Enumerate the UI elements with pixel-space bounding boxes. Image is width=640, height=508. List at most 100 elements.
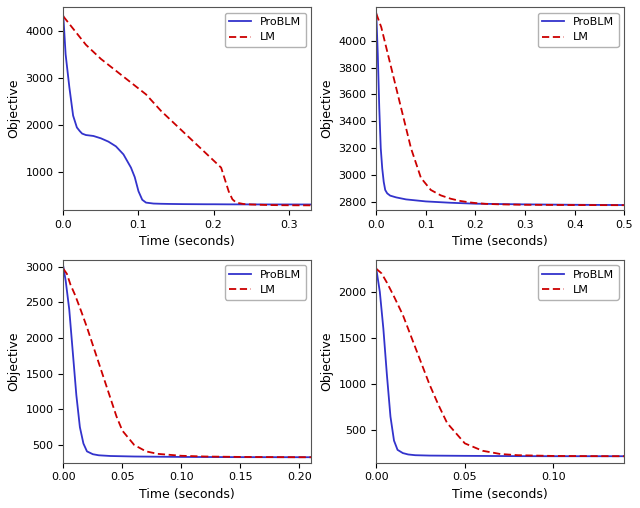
ProBLM	[380, 179, 388, 185]
LM	[387, 65, 395, 71]
ProBLM	[195, 201, 202, 207]
LM	[399, 312, 406, 318]
LM	[97, 56, 105, 62]
ProBLM	[447, 200, 454, 206]
ProBLM	[383, 372, 391, 378]
LM	[472, 200, 479, 206]
LM	[272, 454, 280, 460]
ProBLM	[426, 453, 433, 459]
LM	[447, 196, 454, 202]
ProBLM	[131, 174, 139, 180]
ProBLM	[399, 450, 406, 456]
LM	[277, 202, 285, 208]
LM	[444, 420, 451, 426]
LM	[397, 105, 405, 111]
ProBLM	[392, 195, 400, 201]
ProBLM	[381, 187, 389, 193]
ProBLM	[285, 201, 292, 207]
LM	[60, 266, 67, 272]
ProBLM	[177, 454, 185, 460]
LM	[372, 11, 380, 17]
LM	[228, 196, 236, 202]
LM	[83, 324, 91, 330]
ProBLM	[95, 452, 102, 458]
ProBLM	[157, 201, 165, 207]
Line: LM: LM	[376, 269, 624, 456]
LM	[89, 342, 97, 348]
LM	[407, 145, 415, 151]
LM	[378, 270, 385, 276]
ProBLM	[150, 201, 157, 207]
Y-axis label: Objective: Objective	[7, 79, 20, 138]
Legend: ProBLM, LM: ProBLM, LM	[225, 265, 306, 300]
ProBLM	[76, 128, 84, 134]
ProBLM	[202, 201, 210, 207]
LM	[202, 150, 210, 156]
LM	[237, 454, 244, 460]
LM	[417, 175, 425, 181]
LM	[240, 201, 248, 207]
LM	[550, 453, 557, 459]
LM	[218, 165, 225, 171]
ProBLM	[73, 124, 81, 131]
ProBLM	[83, 449, 91, 455]
LM	[307, 202, 315, 208]
LM	[63, 18, 71, 24]
ProBLM	[514, 453, 522, 459]
LM	[127, 80, 135, 86]
ProBLM	[372, 266, 380, 272]
Line: LM: LM	[63, 269, 311, 457]
ProBLM	[164, 201, 172, 207]
LM	[383, 279, 391, 285]
LM	[101, 378, 109, 384]
ProBLM	[69, 349, 77, 355]
LM	[427, 187, 435, 193]
LM	[118, 428, 126, 434]
ProBLM	[376, 105, 383, 111]
ProBLM	[383, 190, 391, 197]
ProBLM	[76, 424, 84, 430]
ProBLM	[394, 447, 401, 453]
ProBLM	[620, 202, 628, 208]
ProBLM	[60, 13, 67, 19]
ProBLM	[296, 454, 303, 460]
X-axis label: Time (seconds): Time (seconds)	[452, 235, 548, 248]
LM	[71, 292, 79, 298]
LM	[67, 281, 74, 288]
LM	[514, 452, 522, 458]
LM	[188, 136, 195, 142]
ProBLM	[86, 133, 93, 139]
LM	[390, 294, 398, 300]
LM	[307, 454, 315, 460]
ProBLM	[402, 197, 410, 203]
Y-axis label: Objective: Objective	[7, 331, 20, 391]
LM	[172, 122, 180, 128]
LM	[378, 24, 385, 30]
LM	[467, 200, 474, 206]
Legend: ProBLM, LM: ProBLM, LM	[538, 13, 619, 47]
LM	[479, 448, 486, 454]
ProBLM	[380, 326, 387, 332]
LM	[232, 200, 240, 206]
LM	[113, 414, 120, 420]
LM	[221, 176, 228, 182]
LM	[154, 451, 162, 457]
LM	[585, 453, 593, 459]
ProBLM	[60, 264, 67, 270]
X-axis label: Time (seconds): Time (seconds)	[140, 488, 235, 501]
ProBLM	[142, 200, 150, 206]
ProBLM	[134, 188, 142, 195]
Legend: ProBLM, LM: ProBLM, LM	[225, 13, 306, 47]
LM	[477, 200, 484, 206]
ProBLM	[585, 453, 593, 459]
ProBLM	[104, 139, 112, 145]
LM	[292, 202, 300, 208]
ProBLM	[307, 454, 315, 460]
LM	[382, 44, 390, 50]
ProBLM	[225, 201, 232, 207]
ProBLM	[404, 452, 412, 458]
ProBLM	[72, 392, 80, 398]
ProBLM	[180, 201, 188, 207]
ProBLM	[112, 143, 120, 149]
ProBLM	[387, 414, 394, 420]
